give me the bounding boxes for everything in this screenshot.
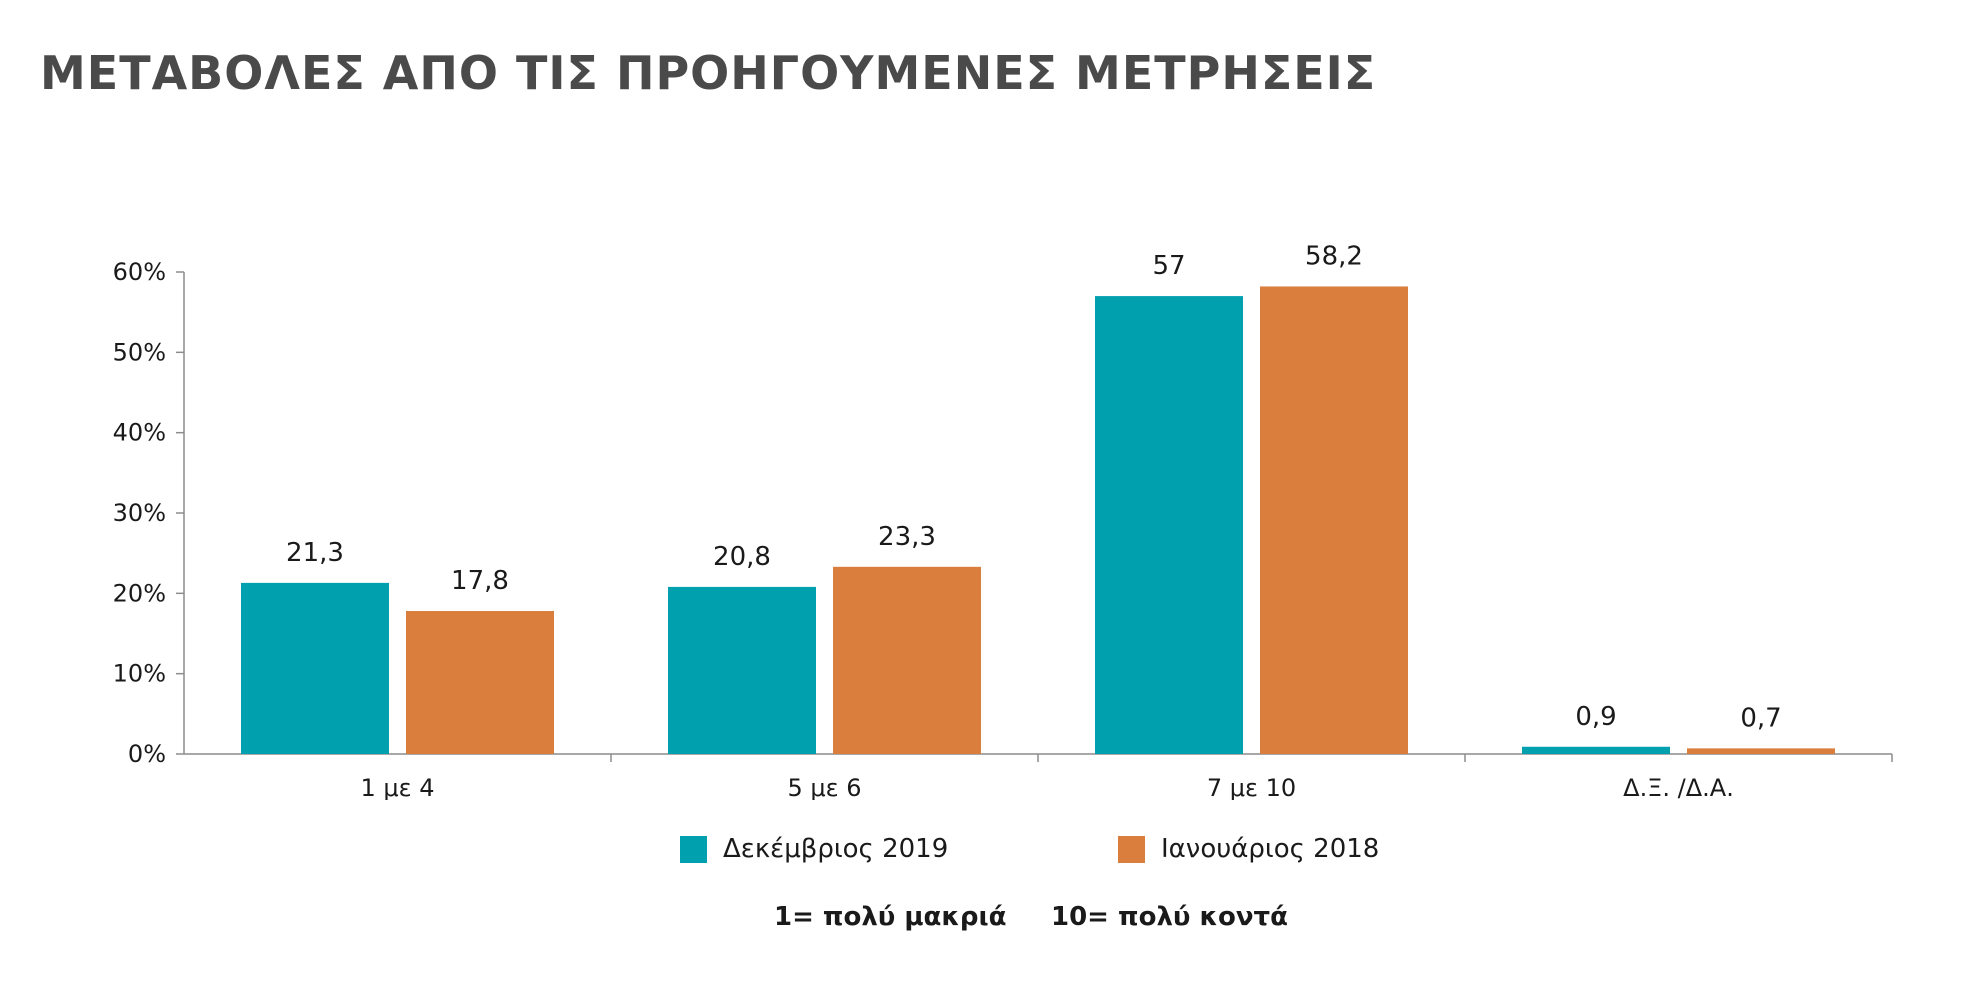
x-category-label: 1 με 4	[360, 774, 434, 800]
bar-jan-2018	[1260, 286, 1408, 754]
legend-label-jan-2018: Ιανουάριος 2018	[1161, 834, 1380, 864]
bar-jan-2018	[406, 611, 554, 754]
data-label: 58,2	[1305, 241, 1363, 271]
legend-item-dec-2019: Δεκέμβριος 2019	[680, 834, 948, 864]
scale-note-high: 10= πολύ κοντά	[1051, 902, 1289, 932]
bar-dec-2019	[668, 586, 816, 754]
chart-title: ΜΕΤΑΒΟΛΕΣ ΑΠΟ ΤΙΣ ΠΡΟΗΓΟΥΜΕΝΕΣ ΜΕΤΡΗΣΕΙΣ	[40, 46, 1377, 100]
y-tick-label: 40%	[113, 419, 166, 447]
legend-swatch-jan-2018	[1118, 835, 1145, 863]
x-category-label: Δ.Ξ. /Δ.Α.	[1623, 774, 1734, 800]
data-label: 21,3	[286, 538, 344, 568]
data-label: 20,8	[713, 542, 771, 572]
y-tick-label: 50%	[113, 338, 166, 366]
y-tick-label: 10%	[113, 660, 166, 688]
data-label: 17,8	[451, 566, 509, 596]
y-tick-label: 0%	[128, 740, 166, 768]
legend-swatch-dec-2019	[680, 835, 707, 863]
bar-jan-2018	[1687, 748, 1835, 754]
data-label: 57	[1152, 251, 1185, 281]
bar-dec-2019	[1522, 746, 1670, 754]
x-category-label: 5 με 6	[787, 774, 861, 800]
legend-label-dec-2019: Δεκέμβριος 2019	[723, 834, 949, 864]
bar-dec-2019	[1095, 296, 1243, 754]
bar-chart: 0% 10% 20% 30% 40% 50% 60% 1 με 4 21,3 17,8 5 με 6…	[113, 241, 1893, 800]
data-label: 23,3	[878, 522, 936, 552]
y-tick-label: 60%	[113, 258, 166, 286]
bar-dec-2019	[241, 582, 389, 754]
scale-note-low: 1= πολύ μακριά	[774, 902, 1007, 932]
bar-jan-2018	[833, 566, 981, 754]
legend-item-jan-2018: Ιανουάριος 2018	[1118, 834, 1379, 864]
data-label: 0,9	[1575, 702, 1616, 732]
x-category-label: 7 με 10	[1207, 774, 1296, 800]
data-label: 0,7	[1740, 703, 1781, 733]
y-tick-label: 20%	[113, 579, 166, 607]
legend: Δεκέμβριος 2019 Ιανουάριος 2018	[0, 834, 1970, 870]
y-tick-label: 30%	[113, 499, 166, 527]
